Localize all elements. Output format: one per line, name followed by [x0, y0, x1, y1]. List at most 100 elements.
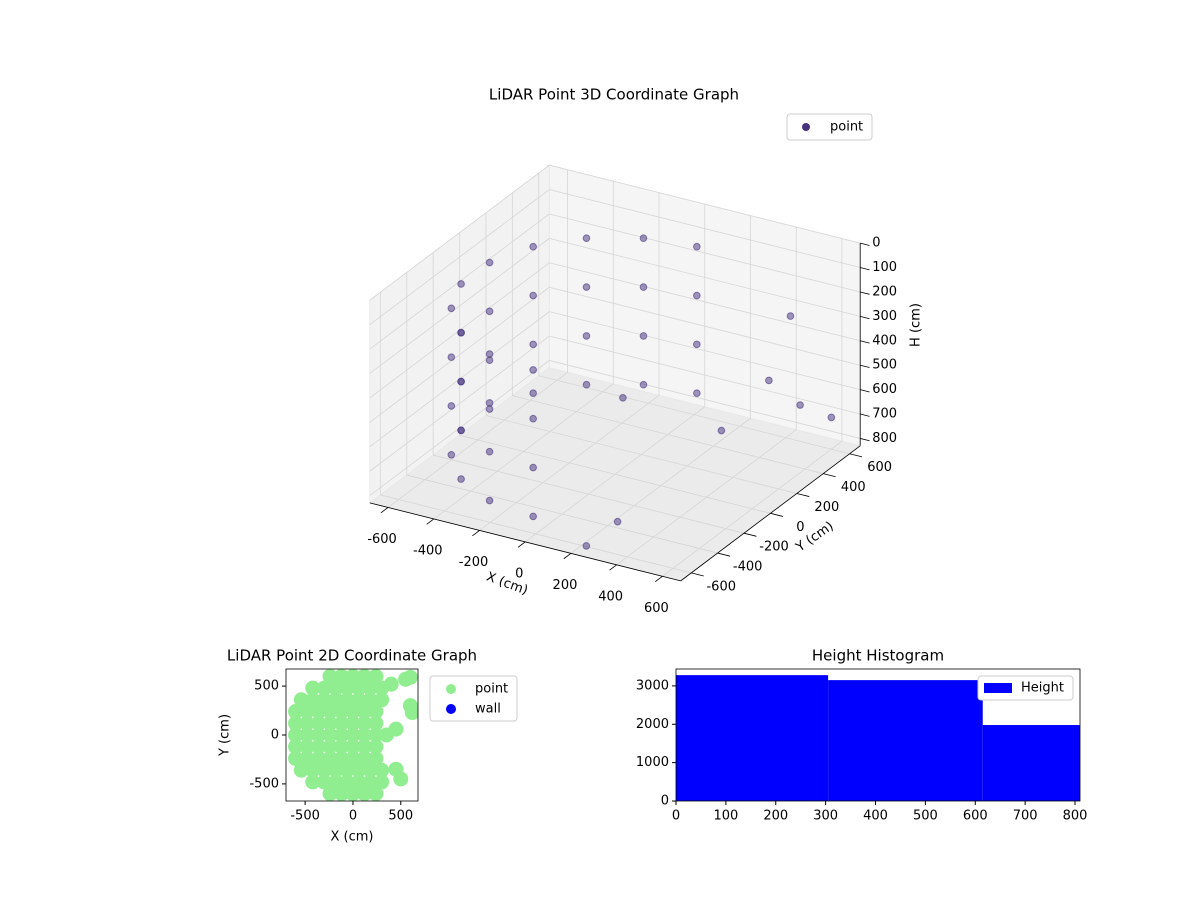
- point: [362, 774, 378, 790]
- point: [368, 715, 384, 731]
- z-tick-label: 700: [872, 407, 897, 422]
- x-tick-label: -500: [290, 809, 320, 824]
- x-tick-label: -600: [367, 532, 397, 547]
- legend-marker: [446, 684, 456, 694]
- x-tick: [426, 518, 435, 525]
- point: [639, 380, 648, 389]
- point: [339, 774, 355, 790]
- grid-line: [549, 213, 861, 293]
- grid-line: [549, 262, 861, 342]
- point: [693, 340, 701, 349]
- legend-marker: [446, 704, 456, 714]
- point: [356, 715, 372, 731]
- x-tick: [380, 507, 389, 514]
- grid-line: [549, 311, 861, 391]
- point: [457, 329, 465, 337]
- y-tick: [717, 552, 731, 557]
- point: [485, 356, 494, 364]
- point: [293, 692, 309, 708]
- grid-line: [369, 238, 550, 374]
- x-tick-label: 500: [913, 809, 938, 824]
- point: [362, 762, 378, 778]
- point: [786, 312, 795, 320]
- point: [305, 774, 321, 790]
- z-tick: [860, 364, 870, 368]
- point: [333, 669, 349, 684]
- point: [447, 402, 456, 410]
- point: [582, 332, 591, 340]
- z-axis-label: H (cm): [909, 303, 924, 347]
- grid-line: [538, 375, 850, 455]
- point: [311, 750, 327, 766]
- point: [765, 376, 773, 385]
- point: [345, 704, 361, 720]
- y-tick-label: 500: [254, 679, 279, 694]
- point: [374, 774, 390, 790]
- point: [374, 692, 390, 708]
- point: [368, 669, 384, 684]
- point: [356, 727, 372, 743]
- x-tick-label: 400: [863, 809, 888, 824]
- point: [529, 414, 537, 423]
- y-axis-label: Y (cm): [218, 714, 233, 757]
- point: [827, 413, 836, 422]
- point: [322, 715, 338, 731]
- x-tick-label: 200: [763, 809, 788, 824]
- y-tick: [796, 493, 810, 497]
- x-tick: [563, 553, 572, 560]
- grid-line: [549, 189, 861, 268]
- point: [693, 389, 701, 398]
- point: [345, 750, 361, 766]
- point: [288, 704, 304, 720]
- point: [639, 234, 648, 243]
- point: [299, 704, 315, 720]
- grid-line: [485, 415, 797, 494]
- point: [368, 786, 384, 801]
- point: [339, 692, 355, 708]
- x-tick-label: 100: [713, 809, 738, 824]
- y-tick-label: 0: [271, 728, 279, 743]
- legend-marker: [802, 123, 810, 131]
- z-tick: [860, 291, 870, 295]
- z-tick-label: 0: [872, 236, 880, 251]
- chart-title: LiDAR Point 2D Coordinate Graph: [227, 647, 477, 665]
- axes-frame: [675, 668, 1081, 802]
- point: [529, 291, 537, 300]
- point: [383, 676, 399, 692]
- point: [345, 786, 361, 801]
- plot-3d: -600-400-2000200400600-600-400-200020040…: [367, 86, 923, 616]
- y-tick-label: 3000: [636, 678, 669, 693]
- point: [693, 291, 701, 300]
- point: [351, 762, 367, 778]
- point: [333, 739, 349, 755]
- legend-box: [977, 675, 1074, 701]
- z-tick-label: 800: [872, 431, 897, 446]
- point: [368, 727, 384, 743]
- y-tick-label: 0: [796, 520, 804, 535]
- point: [351, 774, 367, 790]
- point: [345, 715, 361, 731]
- point: [356, 669, 372, 684]
- y-tick-label: 200: [814, 500, 839, 515]
- point: [322, 727, 338, 743]
- y-axis-line: [680, 445, 861, 582]
- grid-line: [369, 189, 550, 325]
- x-tick-label: 300: [813, 809, 838, 824]
- z-tick: [860, 389, 870, 393]
- point: [316, 762, 332, 778]
- point: [322, 739, 338, 755]
- x-tick-label: -200: [459, 555, 489, 570]
- point: [316, 692, 332, 708]
- x-tick: [609, 564, 617, 571]
- point: [322, 669, 338, 684]
- point: [356, 704, 372, 720]
- grid-line: [549, 164, 861, 244]
- point: [345, 727, 361, 743]
- point: [328, 762, 344, 778]
- z-tick: [860, 315, 870, 320]
- point: [457, 475, 465, 483]
- legend-label: point: [830, 120, 863, 135]
- point: [796, 401, 804, 409]
- point: [311, 704, 327, 720]
- x-tick-label: 200: [553, 578, 578, 593]
